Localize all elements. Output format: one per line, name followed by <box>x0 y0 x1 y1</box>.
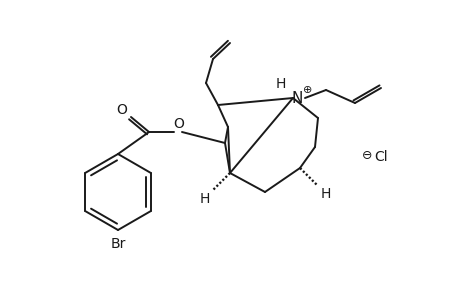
Text: Cl: Cl <box>373 150 387 164</box>
Text: H: H <box>275 77 285 91</box>
Text: H: H <box>320 187 330 201</box>
Text: Br: Br <box>110 237 125 251</box>
Text: O: O <box>173 117 184 131</box>
Text: ⊕: ⊕ <box>302 85 312 95</box>
Text: ⊖: ⊖ <box>361 148 371 161</box>
Text: N: N <box>291 91 302 106</box>
Text: O: O <box>116 103 127 117</box>
Text: H: H <box>199 192 210 206</box>
